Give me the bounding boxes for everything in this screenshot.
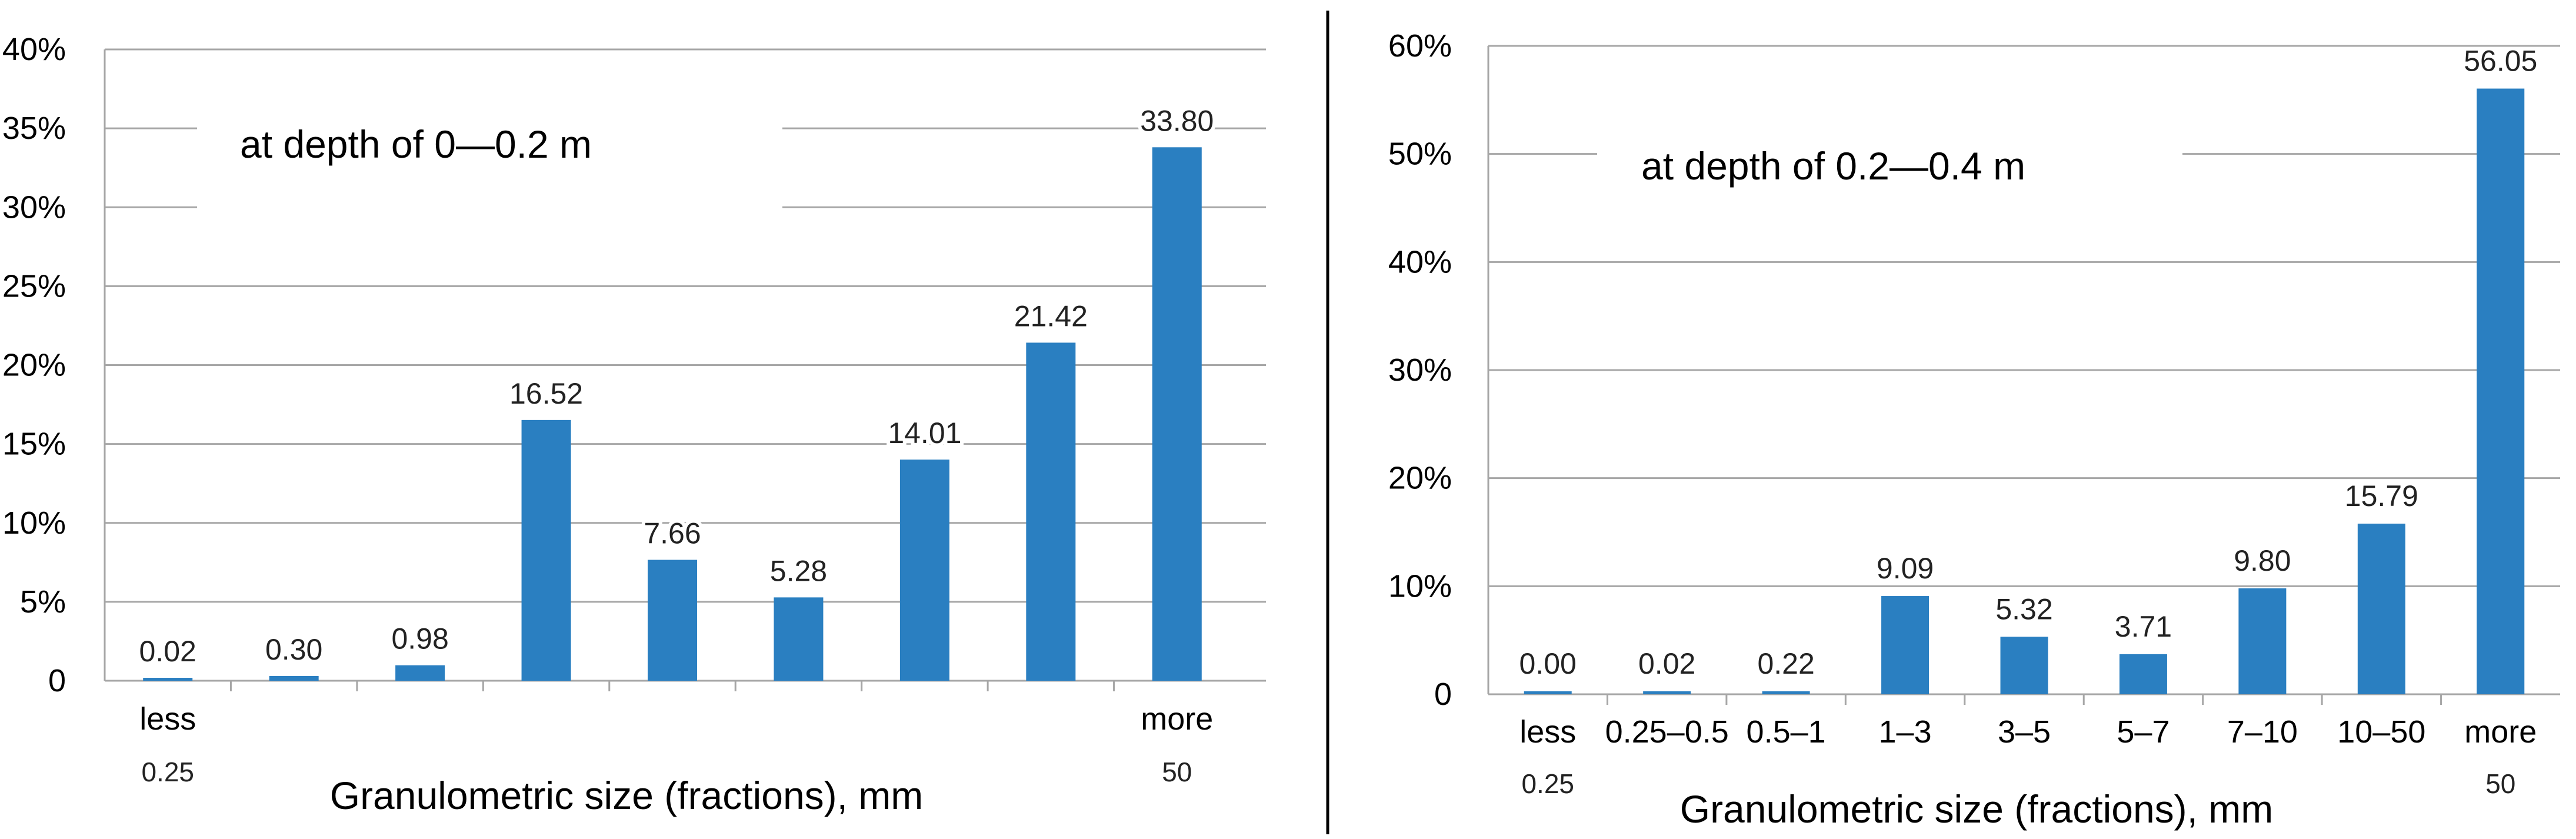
chart1-bar	[143, 678, 193, 681]
chart1-bar	[521, 420, 571, 681]
chart2-bar-value-label: 0.22	[1757, 647, 1814, 680]
chart2-bar-value-label: 5.32	[1995, 592, 2052, 625]
chart2-bar-value-label: 15.79	[2345, 480, 2418, 512]
chart2-category-label: 5–7	[2117, 714, 2170, 750]
chart1-bar	[899, 460, 949, 681]
chart2-bar-value-label: 9.80	[2234, 544, 2291, 577]
chart1-bar-value-label: 21.42	[1014, 299, 1088, 332]
chart1-bar-value-label: 7.66	[644, 517, 701, 550]
chart2-bar	[2477, 88, 2525, 694]
chart1-ytick-label: 30%	[2, 189, 66, 225]
chart1-ytick-label: 25%	[2, 268, 66, 304]
chart1-bar	[1152, 147, 1202, 681]
chart1-ytick-label: 10%	[2, 505, 66, 541]
chart2-bar	[1524, 691, 1572, 694]
chart1-bar	[395, 665, 445, 681]
chart2-bar-value-label: 3.71	[2115, 610, 2172, 643]
chart1-bar-value-label: 16.52	[509, 377, 583, 410]
chart1-bar-value-label: 14.01	[888, 417, 961, 450]
chart1-category-label: more	[1141, 701, 1213, 737]
chart1-ytick-label: 40%	[2, 32, 66, 67]
chart2-category-label: 1–3	[1879, 714, 1932, 750]
chart2-x-axis-title: Granulometric size (fractions), mm	[1680, 787, 2274, 831]
chart2-bar	[1881, 596, 1929, 694]
chart1-bar	[1026, 342, 1076, 681]
chart1-bar-value-label: 33.80	[1140, 104, 1214, 137]
chart1-depth-annotation: at depth of 0—0.2 m	[240, 122, 592, 166]
chart2-ytick-label: 40%	[1388, 244, 1452, 279]
chart1-ytick-label: 0	[48, 663, 66, 698]
chart2-category-label: 0.25–0.5	[1605, 714, 1729, 750]
chart2-bar	[2238, 588, 2287, 694]
chart2-ytick-label: 10%	[1388, 568, 1452, 604]
chart1-category-label: less	[139, 701, 196, 737]
chart2-depth-annotation: at depth of 0.2—0.4 m	[1641, 144, 2025, 188]
chart1-bar	[269, 675, 319, 681]
chart2-category-label: 7–10	[2227, 714, 2298, 750]
chart2-bar	[2000, 637, 2048, 694]
chart1-ytick-label: 5%	[20, 584, 66, 620]
chart2-ytick-label: 50%	[1388, 136, 1452, 172]
chart2-category-label: 0.25	[1521, 768, 1574, 799]
chart1-ytick-label: 20%	[2, 348, 66, 383]
chart2-bar	[2357, 523, 2405, 694]
chart1-bar-value-label: 0.98	[391, 622, 448, 655]
chart2-category-label: 10–50	[2337, 714, 2425, 750]
chart1-ytick-label: 35%	[2, 111, 66, 146]
chart2-ytick-label: 60%	[1388, 28, 1452, 64]
chart2-category-label: 3–5	[1998, 714, 2051, 750]
chart2-bar	[2119, 654, 2167, 694]
chart2-bar	[1762, 691, 1810, 694]
chart2-category-label: 0.5–1	[1747, 714, 1826, 750]
chart2-bar-value-label: 0.02	[1638, 647, 1695, 680]
chart2-category-label: 50	[2485, 768, 2515, 799]
chart2-category-label: less	[1519, 714, 1576, 750]
chart2-ytick-label: 30%	[1388, 352, 1452, 388]
chart1-bar-value-label: 0.02	[139, 635, 196, 668]
chart1-category-label: 0.25	[141, 757, 194, 787]
chart2-ytick-label: 0	[1434, 677, 1452, 712]
chart2-bar-value-label: 56.05	[2464, 45, 2537, 78]
chart2-bar-value-label: 9.09	[1877, 552, 1934, 585]
chart2-category-label: more	[2464, 714, 2537, 750]
chart1-bar	[774, 597, 824, 681]
chart2-ytick-label: 20%	[1388, 461, 1452, 496]
chart1-bar-value-label: 5.28	[770, 554, 827, 587]
chart2-bar-value-label: 0.00	[1519, 647, 1577, 680]
chart1-bar	[648, 560, 697, 681]
chart1-category-label: 50	[1162, 757, 1192, 787]
chart1-ytick-label: 15%	[2, 427, 66, 462]
chart1-bar-value-label: 0.30	[265, 633, 322, 666]
chart1-x-axis-title: Granulometric size (fractions), mm	[330, 774, 924, 817]
chart2-bar	[1643, 691, 1691, 694]
